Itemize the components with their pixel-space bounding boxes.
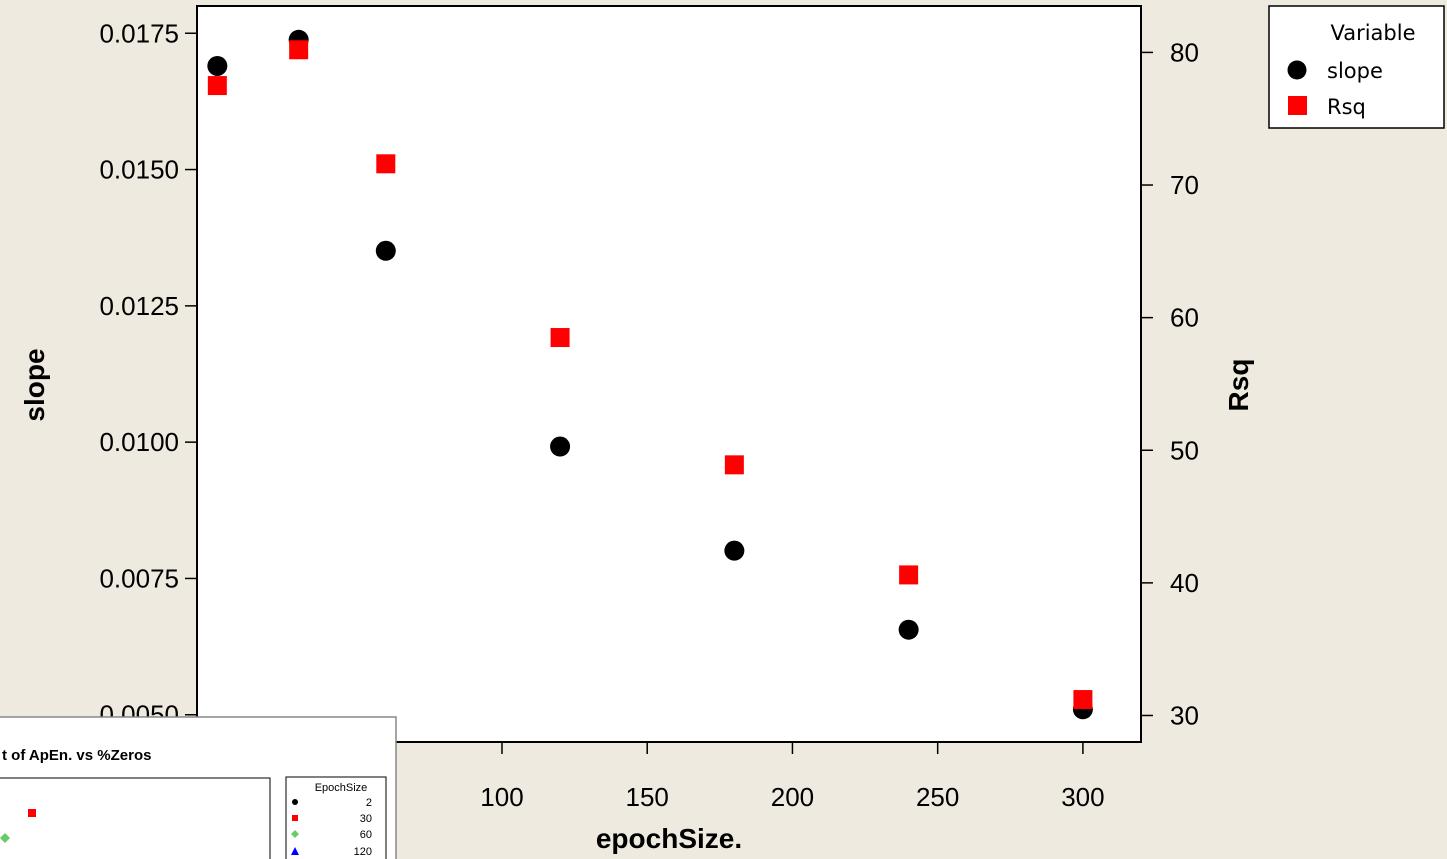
inset-legend-label-120: 120 [354, 846, 372, 858]
plot-area [196, 5, 1142, 743]
point-slope [375, 240, 396, 261]
y-tick-label: 0.0175 [99, 18, 179, 48]
inset-title: t of ApEn. vs %Zeros [2, 747, 151, 764]
x-axis-ticks: 50100150200250300 [342, 742, 1105, 812]
point-slope [724, 540, 745, 561]
point-Rsq [550, 328, 570, 348]
x-axis-title: epochSize. [596, 823, 742, 854]
y2-tick-label: 60 [1170, 303, 1199, 333]
inset-legend-label-60: 60 [360, 829, 372, 841]
point-Rsq [724, 455, 744, 475]
y-tick-label: 0.0150 [99, 155, 179, 185]
inset-legend-marker-2 [292, 799, 298, 805]
y2-tick-label: 40 [1170, 568, 1199, 598]
y-tick-label: 0.0125 [99, 291, 179, 321]
inset-legend-title: EpochSize [315, 782, 368, 794]
legend-title: Variable [1330, 21, 1415, 45]
inset-legend-box [285, 776, 387, 859]
point-slope [550, 436, 571, 457]
data-points [207, 29, 1093, 720]
inset-legend-marker-120 [291, 847, 299, 855]
point-Rsq [207, 76, 227, 96]
legend-label-slope: slope [1327, 59, 1383, 83]
point-Rsq [289, 40, 309, 60]
legend-marker-rsq [1288, 96, 1307, 115]
inset-point-diamond [0, 833, 10, 843]
inset-legend-marker-60 [291, 830, 299, 838]
x-tick-label: 200 [771, 782, 814, 812]
y-tick-label: 0.0100 [99, 427, 179, 457]
y2-tick-label: 50 [1170, 435, 1199, 465]
inset-plot-area [0, 777, 271, 859]
inset-legend-marker-30 [292, 815, 298, 821]
point-slope [898, 619, 919, 640]
y-axis-title: slope [19, 348, 50, 421]
legend: Variable slope Rsq [1268, 5, 1445, 129]
point-slope [207, 55, 228, 76]
inset-legend-label-30: 30 [360, 813, 372, 825]
inset-legend-label-2: 2 [366, 797, 372, 809]
y2-tick-label: 80 [1170, 37, 1199, 67]
legend-label-rsq: Rsq [1327, 95, 1366, 119]
x-tick-label: 100 [480, 782, 523, 812]
point-Rsq [899, 565, 919, 585]
point-Rsq [1073, 690, 1093, 710]
y2-axis-ticks: 30 40 50 60 70 80 [1141, 37, 1199, 730]
y2-axis-title: Rsq [1223, 359, 1254, 412]
inset-chart: t of ApEn. vs %Zeros EpochSize 2 30 60 1… [0, 716, 397, 859]
x-tick-label: 150 [626, 782, 669, 812]
point-Rsq [376, 154, 396, 174]
x-tick-label: 250 [916, 782, 959, 812]
legend-marker-slope [1287, 60, 1307, 80]
y-tick-label: 0.0075 [99, 563, 179, 593]
y2-tick-label: 70 [1170, 170, 1199, 200]
inset-point-square [28, 809, 36, 817]
x-tick-label: 300 [1061, 782, 1104, 812]
y2-tick-label: 30 [1170, 700, 1199, 730]
